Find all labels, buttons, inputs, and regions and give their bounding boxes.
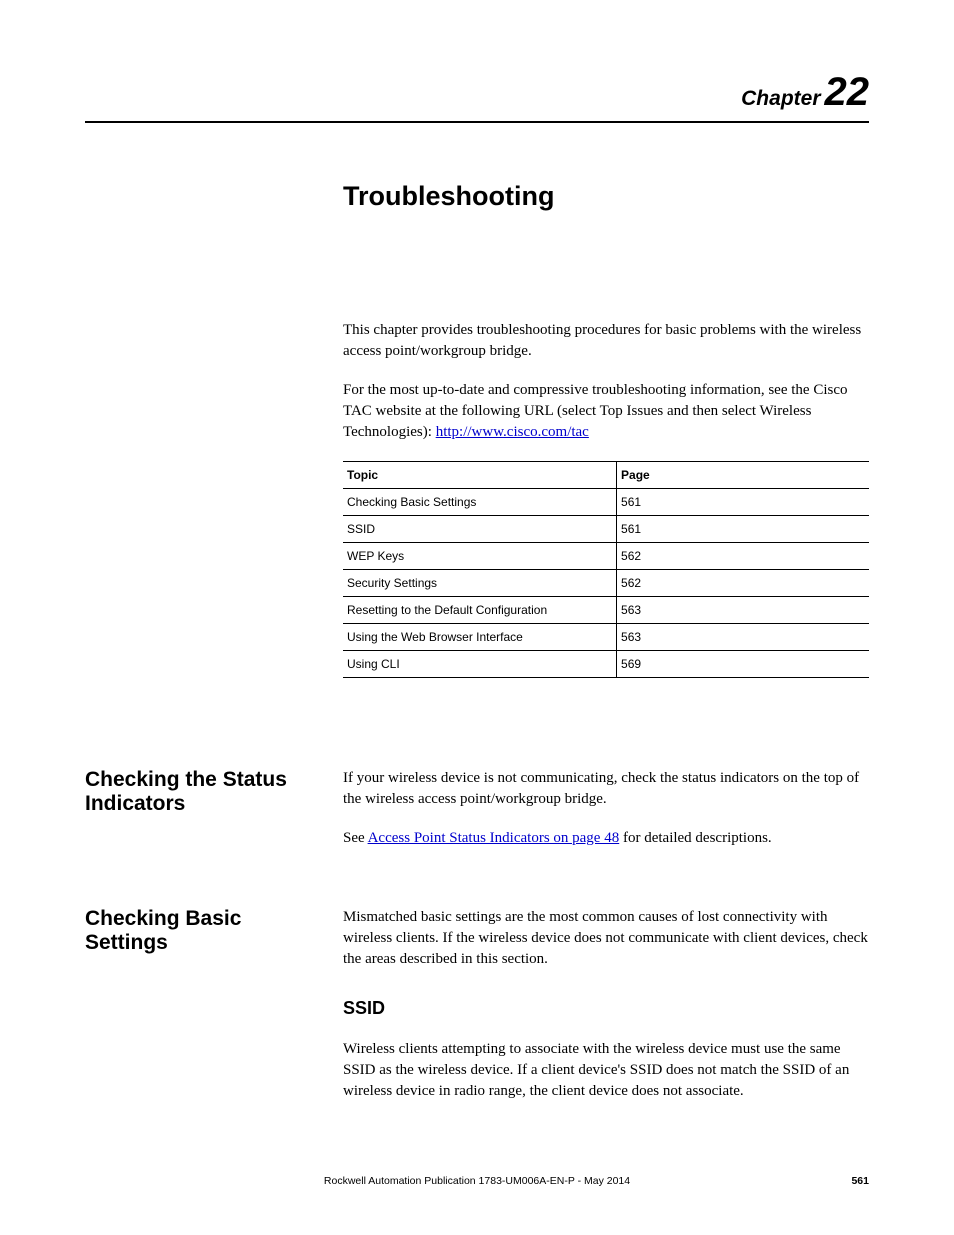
section-heading-basic: Checking Basic Settings — [85, 907, 315, 1120]
page-title: Troubleshooting — [343, 181, 869, 212]
cell: 561 — [617, 516, 869, 543]
status-indicators-link[interactable]: Access Point Status Indicators on page 4… — [368, 830, 620, 846]
table-row: WEP Keys562 — [343, 543, 869, 570]
cell: Checking Basic Settings — [343, 489, 617, 516]
cell: WEP Keys — [343, 543, 617, 570]
cell: Using the Web Browser Interface — [343, 624, 617, 651]
text: for detailed descriptions. — [619, 830, 771, 846]
cell: Resetting to the Default Configuration — [343, 597, 617, 624]
cell: Security Settings — [343, 570, 617, 597]
col-page: Page — [617, 462, 869, 489]
col-topic: Topic — [343, 462, 617, 489]
table-header-row: Topic Page — [343, 462, 869, 489]
ssid-paragraph: Wireless clients attempting to associate… — [343, 1039, 869, 1102]
table-row: SSID561 — [343, 516, 869, 543]
table-row: Security Settings562 — [343, 570, 869, 597]
footer-text: Rockwell Automation Publication 1783-UM0… — [324, 1175, 630, 1187]
footer: Rockwell Automation Publication 1783-UM0… — [85, 1175, 869, 1187]
intro-text: For the most up-to-date and compressive … — [343, 382, 848, 440]
topics-table: Topic Page Checking Basic Settings561 SS… — [343, 461, 869, 678]
basic-paragraph-1: Mismatched basic settings are the most c… — [343, 907, 869, 970]
intro-paragraph-1: This chapter provides troubleshooting pr… — [343, 320, 869, 362]
chapter-label: Chapter — [741, 87, 820, 110]
table-row: Resetting to the Default Configuration56… — [343, 597, 869, 624]
section-heading-status: Checking the Status Indicators — [85, 768, 315, 867]
cell: 562 — [617, 570, 869, 597]
chapter-header: Chapter22 — [85, 70, 869, 115]
cell: 561 — [617, 489, 869, 516]
status-paragraph-2: See Access Point Status Indicators on pa… — [343, 828, 869, 849]
table-row: Checking Basic Settings561 — [343, 489, 869, 516]
cell: 569 — [617, 651, 869, 678]
spacer — [85, 320, 315, 728]
cell: 563 — [617, 597, 869, 624]
divider — [85, 121, 869, 123]
text: See — [343, 830, 368, 846]
cisco-tac-link[interactable]: http://www.cisco.com/tac — [436, 424, 589, 440]
table-row: Using the Web Browser Interface563 — [343, 624, 869, 651]
cell: 563 — [617, 624, 869, 651]
cell: SSID — [343, 516, 617, 543]
chapter-number: 22 — [825, 70, 870, 114]
ssid-subheading: SSID — [343, 998, 869, 1019]
status-paragraph-1: If your wireless device is not communica… — [343, 768, 869, 810]
cell: Using CLI — [343, 651, 617, 678]
page-number: 561 — [851, 1175, 869, 1187]
intro-paragraph-2: For the most up-to-date and compressive … — [343, 380, 869, 443]
table-row: Using CLI569 — [343, 651, 869, 678]
cell: 562 — [617, 543, 869, 570]
